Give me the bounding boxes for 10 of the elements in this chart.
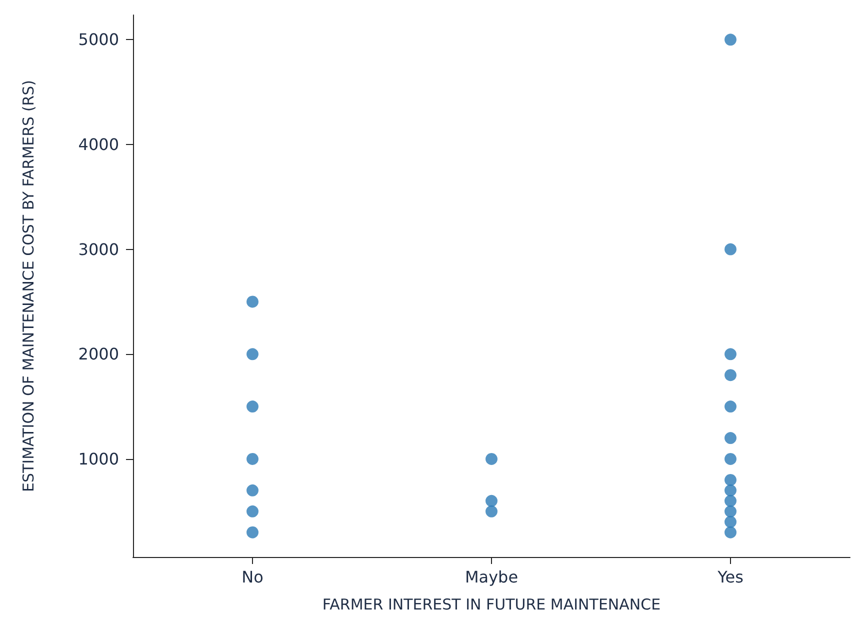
y-tick-label: 1000 [78,449,119,468]
y-tick-label: 5000 [78,30,119,50]
x-axis-title: FARMER INTEREST IN FUTURE MAINTENANCE [322,596,661,614]
x-tick-label: Maybe [464,568,518,586]
y-tick-label: 3000 [78,240,119,259]
y-tick-label: 4000 [78,134,119,154]
x-tick-label: No [242,568,264,586]
x-tick-label: Yes [716,568,744,586]
y-axis-title: ESTIMATION OF MAINTENANCE COST BY FARMERS (RS) [20,80,38,492]
y-tick-label: 2000 [78,344,119,364]
